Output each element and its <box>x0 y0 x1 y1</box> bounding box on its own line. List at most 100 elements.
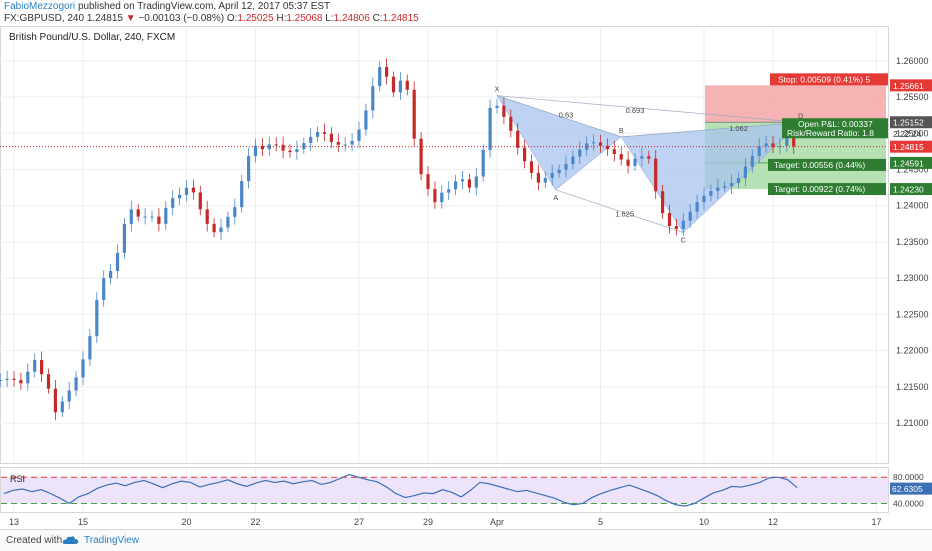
target2-price-tag-bg <box>890 183 932 196</box>
candle-body <box>571 156 575 165</box>
pattern-point-label: A <box>553 195 558 202</box>
published-text: published on TradingView.com, April 12, … <box>77 1 331 12</box>
rsi-pane-border <box>0 467 889 513</box>
entry-price-tag-bg <box>890 116 932 129</box>
last-price-tag: 1.24815 <box>893 142 924 152</box>
pattern-bd-line <box>621 122 801 138</box>
y-tick-label: 1.25000 <box>896 128 929 138</box>
candle-body <box>474 176 478 188</box>
candle-body <box>288 150 292 153</box>
candle-body <box>674 226 678 229</box>
candle-body <box>74 377 78 391</box>
pattern-point-label: C <box>681 238 686 245</box>
candle-body <box>605 145 609 150</box>
x-tick-label: 17 <box>871 517 881 527</box>
candle-body <box>274 144 278 146</box>
candle-body <box>440 192 444 203</box>
risk-reward-label: Risk/Reward Ratio: 1.8 <box>787 128 874 138</box>
candle-body <box>95 299 99 337</box>
pattern-ratio-label: 0.63 <box>559 110 574 119</box>
rsi-value-label: 62.6305 <box>892 484 923 494</box>
candle-body <box>260 145 264 150</box>
candle-body <box>454 181 458 190</box>
candle-body <box>0 379 2 382</box>
candle-body <box>523 147 527 162</box>
candle-body <box>12 378 16 380</box>
candle-body <box>53 388 57 413</box>
main-pane-border <box>0 26 889 464</box>
change-down-icon: ▼ <box>125 13 136 24</box>
chart-area[interactable]: X A B C D 0.63 0.693 1.625 1.062 British Pound/U… <box>0 26 932 529</box>
change-value: −0.00103 (−0.08%) <box>138 13 225 24</box>
candle-body <box>295 149 299 153</box>
stop-price-tag: 1.25661 <box>893 81 924 91</box>
candle-body <box>743 166 747 179</box>
y-tick-label: 1.23000 <box>896 273 929 283</box>
candle-body <box>19 379 23 384</box>
target1-price-tag: 1.24591 <box>893 158 924 168</box>
target2-label-bg <box>768 183 886 196</box>
candle-body <box>633 158 637 166</box>
candle-body <box>709 190 713 196</box>
candle-body <box>750 155 754 167</box>
symbol-ohlc-line: FX:GBPUSD, 240 1.24815 ▼ −0.00103 (−0.08… <box>4 13 419 25</box>
created-with-text: Created with <box>6 535 63 546</box>
tradingview-brand[interactable]: TradingView <box>84 535 140 546</box>
candle-body <box>771 143 775 147</box>
candle-body <box>412 89 416 139</box>
candle-body <box>792 134 796 147</box>
candle-body <box>557 169 561 174</box>
y-tick-label: 1.24500 <box>896 164 929 174</box>
candle-body <box>343 144 347 146</box>
last-price: 1.24815 <box>86 13 123 24</box>
candle-body <box>516 130 520 148</box>
candle-body <box>702 195 706 203</box>
x-tick-label: 22 <box>250 517 260 527</box>
y-tick-label: 1.23500 <box>896 237 929 247</box>
candle-body <box>302 143 306 150</box>
candle-body <box>198 192 202 210</box>
y-tick-label: 1.25500 <box>896 92 929 102</box>
candle-body <box>647 156 651 159</box>
author-link[interactable]: FabioMezzogori <box>4 1 76 12</box>
target1-price-tag-bg <box>890 156 932 169</box>
x-tick-label: Apr <box>490 517 504 527</box>
rsi-upper-label: 80.0000 <box>893 472 924 482</box>
candle-body <box>67 390 71 402</box>
candle-body <box>267 144 271 150</box>
candle-body <box>88 336 92 360</box>
x-tick-label: 13 <box>9 517 19 527</box>
candle-body <box>385 66 389 77</box>
candle-body <box>716 187 720 191</box>
pattern-ratio-label: 1.625 <box>615 210 634 219</box>
y-tick-label: 1.22000 <box>896 346 929 356</box>
candle-body <box>502 105 506 117</box>
candle-body <box>640 156 644 159</box>
candle-body <box>723 186 727 188</box>
candle-body <box>612 149 616 155</box>
candle-body <box>219 227 223 233</box>
pnl-box-bg <box>782 118 888 139</box>
rsi-line <box>3 473 798 507</box>
candle-body <box>364 110 368 130</box>
candle-body <box>736 178 741 184</box>
y-tick-label: 1.21000 <box>896 418 929 428</box>
candle-body <box>536 172 540 183</box>
stop-label: Stop: 0.00509 (0.41%) 5 <box>778 74 870 84</box>
candle-body <box>730 183 734 187</box>
candle-body <box>778 145 782 147</box>
pattern-point-label: D <box>798 113 803 120</box>
candle-body <box>226 216 230 228</box>
open-pnl-label: Open P&L: 0.00337 <box>798 119 873 129</box>
x-tick-label: 5 <box>598 517 603 527</box>
price-axis[interactable]: 1.26000 1.25500 1.25000 1.24500 1.24000 1.235… <box>896 56 929 428</box>
target2-label: Target: 0.00922 (0.74%) <box>774 184 865 194</box>
rsi-pane[interactable]: 80.0000 62.6305 40.0000 <box>1 472 932 508</box>
y-tick-label: 1.21500 <box>896 382 929 392</box>
candle-body <box>661 191 665 213</box>
time-axis[interactable]: 13 15 20 22 27 29 Apr 5 10 12 17 <box>9 517 882 527</box>
x-tick-label: 12 <box>768 517 778 527</box>
candle-body <box>578 149 582 157</box>
rsi-lower-label: 40.0000 <box>893 498 924 508</box>
